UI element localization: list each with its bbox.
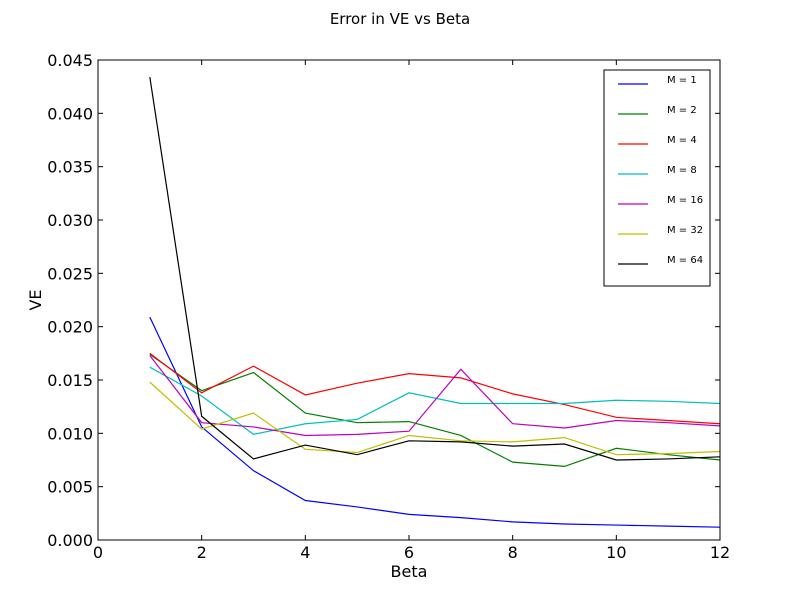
x-axis-label: Beta: [391, 562, 428, 581]
legend-label: M = 16: [667, 195, 703, 206]
legend-item: M = 64: [618, 255, 703, 266]
y-tick-label: 0.025: [47, 264, 93, 283]
y-tick-label: 0.040: [47, 104, 93, 123]
y-tick-label: 0.010: [47, 424, 93, 443]
x-tick-label: 0: [93, 543, 103, 562]
series-line-5: [149, 381, 721, 456]
legend-item: M = 1: [618, 75, 697, 86]
x-tick-label: 2: [197, 543, 207, 562]
legend-label: M = 8: [667, 165, 697, 176]
series-line-1: [149, 353, 721, 468]
legend-label: M = 4: [667, 135, 697, 146]
series-line-0: [149, 316, 721, 528]
legend-item: M = 4: [618, 135, 697, 146]
x-tick-label: 10: [606, 543, 626, 562]
legend-item: M = 16: [618, 195, 703, 206]
y-tick-label: 0.000: [47, 531, 93, 550]
y-tick-label: 0.020: [47, 318, 93, 337]
legend-item: M = 8: [618, 165, 697, 176]
series-line-4: [149, 355, 721, 437]
legend-label: M = 32: [667, 225, 703, 236]
x-tick-label: 8: [508, 543, 518, 562]
y-tick-label: 0.035: [47, 158, 93, 177]
y-tick-label: 0.015: [47, 371, 93, 390]
chart-title: Error in VE vs Beta: [330, 10, 470, 28]
series-line-2: [149, 352, 721, 425]
y-tick-label: 0.030: [47, 211, 93, 230]
axis-ticks: 0 2 4 6 8 10 12 0.000 0.005 0.010 0.015 0.020 0.025 0…: [47, 51, 730, 562]
legend: M = 1 M = 2 M = 4 M = 8 M = 16 M = 32 M = 64: [603, 69, 711, 287]
x-tick-label: 6: [404, 543, 414, 562]
legend-box: [603, 69, 711, 287]
y-tick-label: 0.045: [47, 51, 93, 70]
y-tick-label: 0.005: [47, 478, 93, 497]
y-axis-label: VE: [26, 289, 45, 310]
series-line-6: [149, 76, 721, 461]
legend-item: M = 2: [618, 105, 697, 116]
series-layer: [149, 76, 721, 528]
legend-label: M = 2: [667, 105, 697, 116]
legend-label: M = 64: [667, 255, 703, 266]
series-line-3: [149, 366, 721, 436]
x-tick-label: 4: [300, 543, 310, 562]
legend-item: M = 32: [618, 225, 703, 236]
x-tick-label: 12: [710, 543, 730, 562]
legend-label: M = 1: [667, 75, 697, 86]
